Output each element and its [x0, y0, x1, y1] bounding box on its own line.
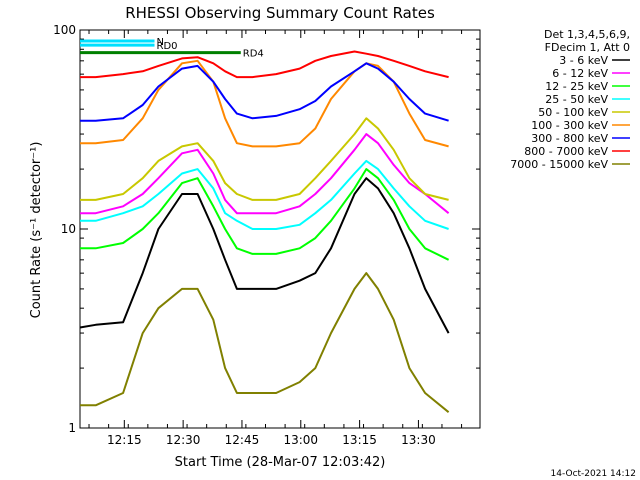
series-line-3 [80, 159, 449, 230]
legend-header-line: FDecim 1, Att 0 [545, 41, 630, 54]
series-lines [79, 50, 450, 413]
annotation-label-1: RD0 [157, 41, 178, 52]
x-tick-label: 12:15 [107, 433, 142, 447]
series-line-8 [80, 272, 450, 413]
series-line-1 [80, 133, 450, 215]
y-tick-label: 1 [68, 421, 76, 435]
x-tick-label: 13:15 [342, 433, 377, 447]
legend-entry-label: 7000 - 15000 keV [510, 158, 608, 171]
annotation-label-0: N [157, 37, 164, 48]
chart-title: RHESSI Observing Summary Count Rates [125, 4, 435, 22]
series-line-4 [80, 117, 449, 201]
legend-entry-label: 100 - 300 keV [531, 119, 608, 132]
x-tick-label: 12:30 [166, 433, 201, 447]
x-axis-label: Start Time (28-Mar-07 12:03:42) [175, 455, 386, 470]
legend-entry-label: 800 - 7000 keV [524, 145, 608, 158]
y-tick-label: 100 [53, 23, 76, 37]
x-tick-label: 13:00 [283, 433, 318, 447]
legend-entry-label: 12 - 25 keV [545, 80, 608, 93]
series-line-2 [80, 168, 450, 261]
x-tick-label: 12:45 [225, 433, 260, 447]
legend-entry-label: 300 - 800 keV [531, 132, 608, 145]
series-line-7 [80, 50, 449, 79]
legend-entry-label: 50 - 100 keV [538, 106, 608, 119]
legend-entry-label: 3 - 6 keV [559, 54, 608, 67]
y-tick-label: 10 [61, 222, 76, 236]
legend-header-line: Det 1,3,4,5,6,9, [544, 28, 630, 41]
y-axis-label: Count Rate (s⁻¹ detector⁻¹) [29, 142, 44, 319]
series-line-6 [80, 62, 449, 122]
footer-timestamp: 14-Oct-2021 14:12 [551, 469, 636, 479]
legend-entry-label: 25 - 50 keV [545, 93, 608, 106]
axes: 1 10 100 12:15 12:30 12:45 13:00 13:15 13:30 [53, 23, 481, 447]
legend-entry-label: 6 - 12 keV [552, 67, 608, 80]
x-tick-label: 13:30 [401, 433, 436, 447]
series-line-0 [79, 177, 450, 334]
legend: Det 1,3,4,5,6,9,FDecim 1, Att 03 - 6 keV… [510, 28, 630, 171]
annotation-label-2: RD4 [243, 49, 264, 60]
series-line-5 [80, 59, 449, 148]
